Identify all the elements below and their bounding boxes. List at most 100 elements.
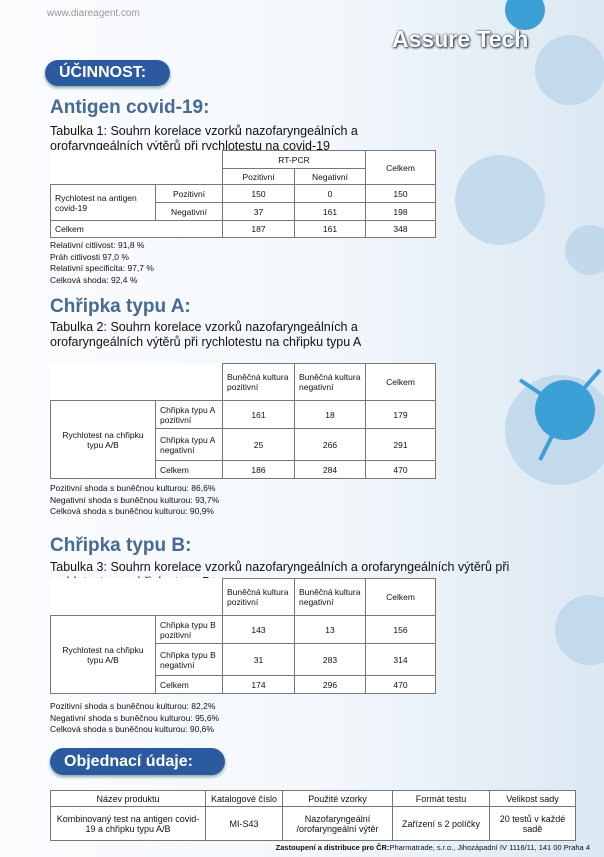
total-value: 470 (365, 460, 436, 479)
table-caption: Tabulka 1: Souhrn korelace vzorků nazofa… (50, 124, 358, 153)
order-column-header: Název produktu (50, 790, 206, 807)
column-header: Buněčná kultura negativní (294, 363, 366, 401)
total-value: 187 (222, 220, 295, 238)
total-value: 186 (222, 460, 295, 479)
cell-value: 283 (294, 643, 366, 676)
row-group: Rychlotest na antigen covid-19 (50, 184, 156, 221)
blank (51, 579, 223, 616)
note: Relativní citlivost: 91,8 % (50, 240, 145, 250)
total-row: Celkem 187 161 348 (50, 220, 436, 238)
footer-text: Pharmatrade, s.r.o., Jihozápadní IV 1116… (389, 843, 590, 852)
blank (51, 169, 223, 185)
total-value: 348 (365, 220, 436, 238)
cell-value: 150 (365, 184, 436, 203)
url: www.diareagent.com (47, 8, 140, 19)
header-row: Buněčná kultura pozitivní Buněčná kultura… (51, 578, 436, 616)
cell-value: 18 (294, 400, 366, 429)
column-header: Pozitivní (222, 168, 295, 185)
notes: Pozitivní shoda s buněčnou kulturou: 86,… (50, 483, 219, 518)
order-cell: Nazofaryngeální /orofaryngeální výtěr (282, 806, 393, 841)
row-group: Rychlotest na chřipku typu A/B (50, 400, 156, 479)
note: Pozitivní shoda s buněčnou kulturou: 82,… (50, 701, 216, 711)
note: Relativní specificita: 97,7 % (50, 263, 154, 273)
row-group: Rychlotest na chřipku typu A/B (50, 615, 156, 694)
section-heading: Chřipka typu B: (50, 535, 192, 556)
cell-value: 314 (365, 643, 436, 676)
note: Celková shoda: 92,4 % (50, 274, 138, 285)
order-cell: MI-S43 (205, 806, 283, 841)
row-label: Pozitivní (155, 184, 223, 203)
cell-value: 25 (222, 428, 295, 461)
body-row: Rychlotest na chřipku typu A/B Chřipka ty… (50, 400, 436, 479)
row-label: Chřipka typu A pozitivní (155, 400, 223, 429)
total-label: Celkem (50, 220, 223, 238)
notes: Pozitivní shoda s buněčnou kulturou: 82,… (50, 701, 219, 736)
body-row: Rychlotest na antigen covid-19 Pozitivní 1… (50, 184, 436, 221)
table-caption: Tabulka 2: Souhrn korelace vzorků nazofa… (50, 320, 362, 349)
footer-label: Zastoupení a distribuce pro ČR: (275, 843, 390, 852)
order-row: Kombinovaný test na antigen covid-19 a c… (50, 806, 576, 841)
order-table: Název produktu Katalogové číslo Použité vz… (50, 790, 576, 841)
header-row: RT-PCR Celkem (51, 150, 436, 185)
row-label: Chřipka typu B pozitivní (155, 615, 223, 644)
row-label: Chřipka typu B negativní (155, 643, 223, 676)
order-column-header: Formát testu (392, 790, 490, 807)
cell-value: 156 (365, 615, 436, 644)
results-table: Buněčná kultura pozitivní Buněčná kultura… (50, 578, 436, 694)
note: Negativní shoda s buněčnou kulturou: 95,… (50, 712, 220, 723)
results-table: Buněčná kultura pozitivní Buněčná kultura… (50, 363, 436, 479)
cell-value: 0 (294, 184, 366, 203)
note: Celková shoda s buněčnou kulturou: 90,9% (50, 506, 214, 516)
body-row: Rychlotest na chřipku typu A/B Chřipka ty… (50, 615, 436, 694)
order-cell: Kombinovaný test na antigen covid-19 a c… (50, 806, 206, 841)
cell-value: 13 (294, 615, 366, 644)
column-header: Buněčná kultura pozitivní (222, 363, 295, 401)
note: Celková shoda s buněčnou kulturou: 90,6% (50, 724, 214, 734)
total-row: Celkem 174 296 470 (51, 675, 436, 694)
footer: Zastoupení a distribuce pro ČR:Pharmatra… (276, 843, 590, 852)
total-label: Celkem (155, 675, 223, 694)
note: Pozitivní shoda s buněčnou kulturou: 86,… (50, 483, 216, 493)
total-value: 161 (294, 220, 366, 238)
note: Negativní shoda s buněčnou kulturou: 93,… (50, 494, 220, 505)
column-header: Celkem (365, 363, 436, 401)
total-header: Celkem (365, 150, 436, 185)
blank (51, 364, 223, 401)
results-table: RT-PCR Celkem Pozitivní Negativní Rychlotest… (50, 150, 436, 238)
cell-value: 31 (222, 643, 295, 676)
row-label: Chřipka typu A negativní (155, 428, 223, 461)
logo: Assure Tech (392, 26, 529, 52)
order-header: Název produktu Katalogové číslo Použité vz… (50, 790, 576, 807)
order-cell: Zařízení s 2 políčky (392, 806, 490, 841)
notes: Relativní citlivost: 91,8 % Práh citlivos… (50, 240, 154, 286)
order-table-wrap: Název produktu Katalogové číslo Použité vz… (50, 790, 576, 841)
cell-value: 179 (365, 400, 436, 429)
note: Práh citlivosti 97,0 % (50, 251, 129, 262)
group-header: RT-PCR (222, 150, 366, 169)
column-header: Negativní (294, 168, 366, 185)
total-label: Celkem (155, 460, 223, 479)
cell-value: 150 (222, 184, 295, 203)
total-value: 284 (294, 460, 366, 479)
order-column-header: Katalogové číslo (205, 790, 283, 807)
section-heading: Antigen covid-19: (50, 97, 210, 118)
total-value: 470 (365, 675, 436, 694)
section-pill: ÚČINNOST: (45, 60, 170, 86)
cell-value: 161 (222, 400, 295, 429)
section-heading: Chřipka typu A: (50, 296, 191, 317)
header-row: Pozitivní Negativní (51, 168, 436, 185)
column-header: Celkem (365, 578, 436, 616)
column-header: Buněčná kultura pozitivní (222, 578, 295, 616)
cell-value: 291 (365, 428, 436, 461)
cell-value: 266 (294, 428, 366, 461)
order-column-header: Použité vzorky (282, 790, 393, 807)
order-pill: Objednací údaje: (50, 748, 225, 775)
cell-value: 37 (222, 202, 295, 221)
order-cell: 20 testů v každé sadě (489, 806, 576, 841)
row-label: Negativní (155, 202, 223, 221)
cell-value: 198 (365, 202, 436, 221)
column-header: Buněčná kultura negativní (294, 578, 366, 616)
cell-value: 161 (294, 202, 366, 221)
